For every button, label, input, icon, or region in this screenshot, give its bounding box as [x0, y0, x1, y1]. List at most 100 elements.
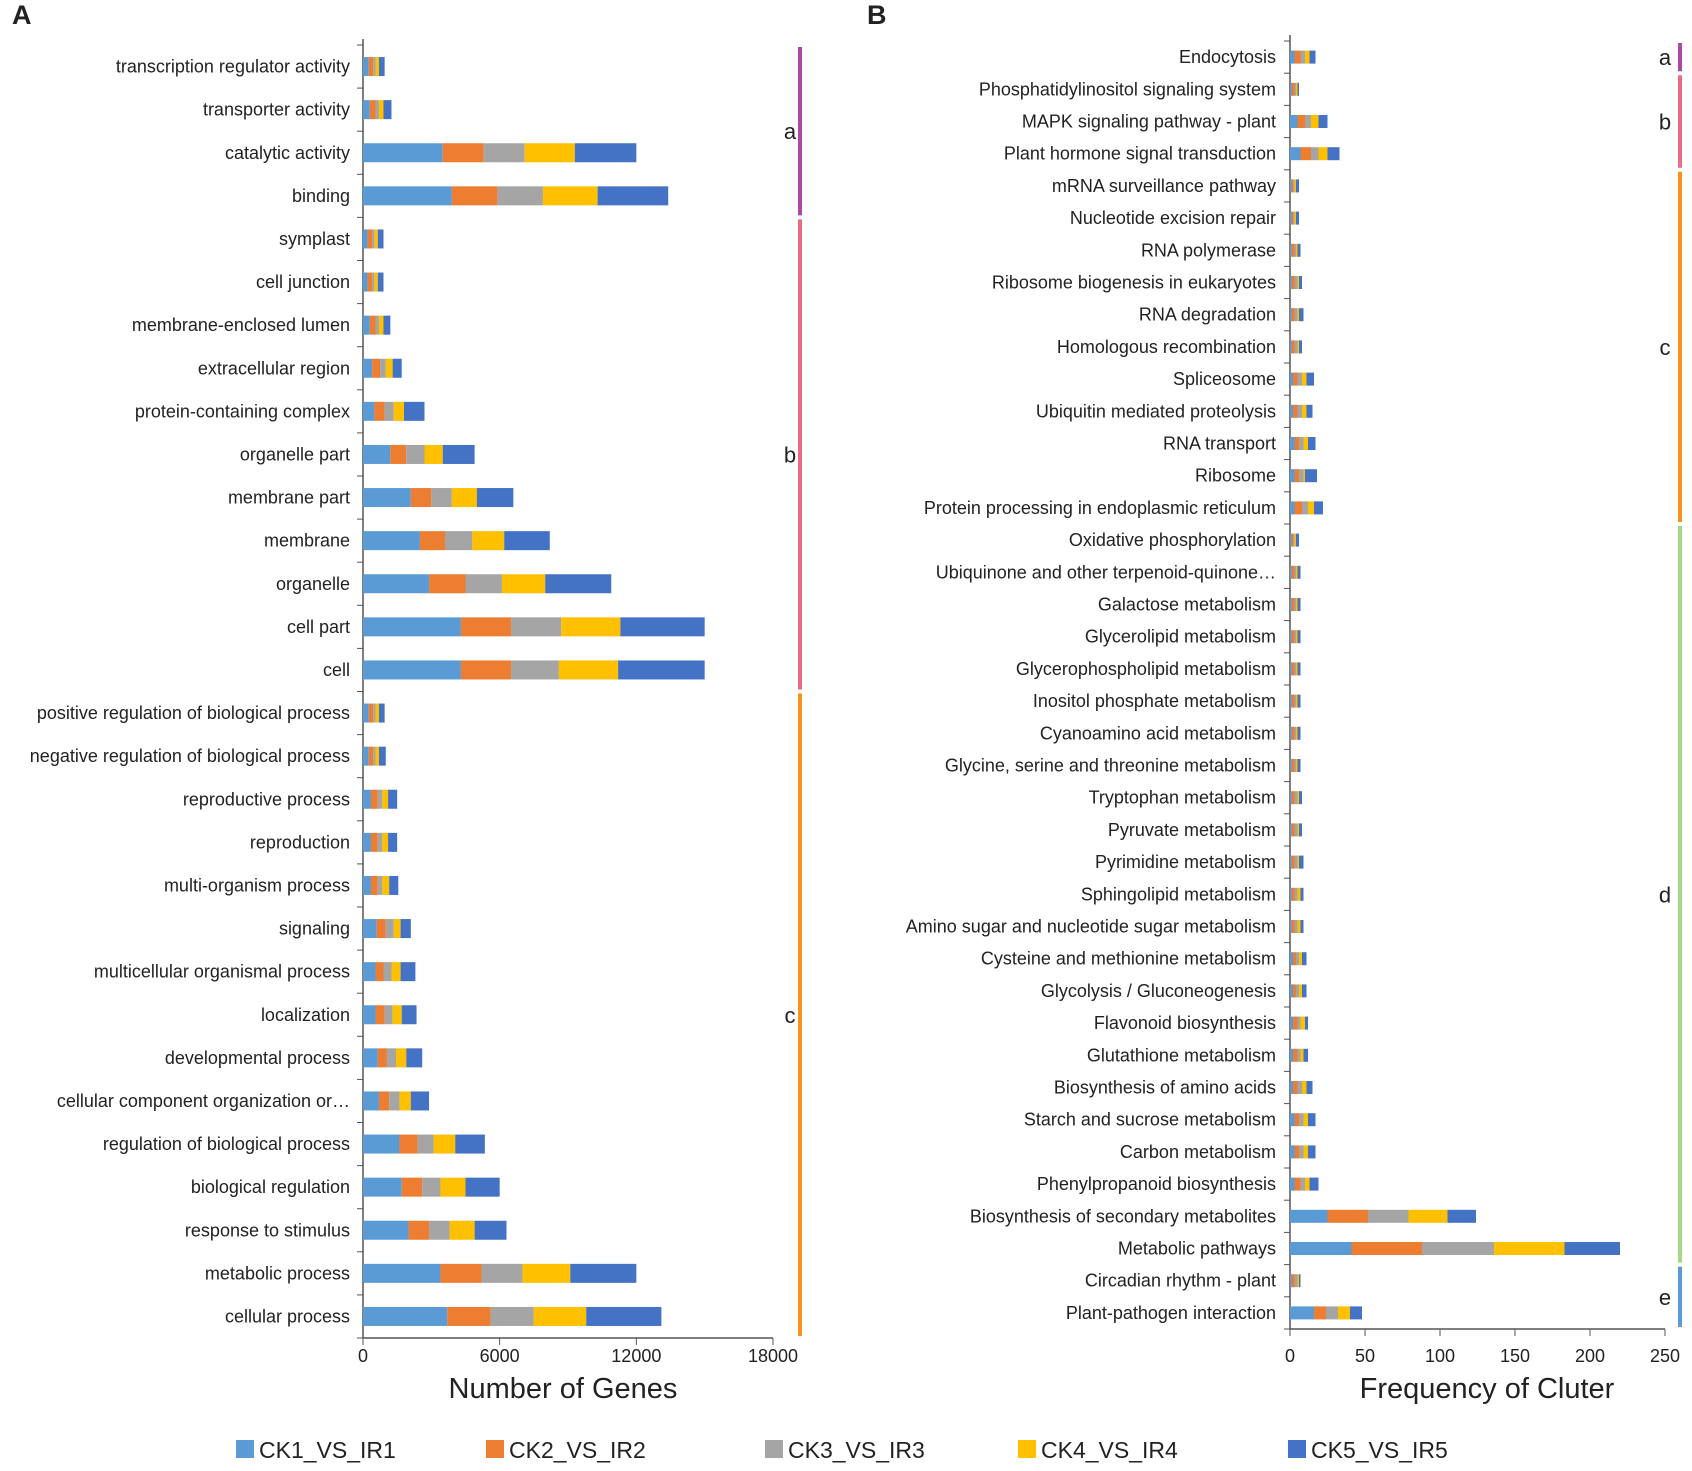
panel-a-bar-segment: [386, 1048, 397, 1068]
panel-a-bar-segment: [433, 1134, 456, 1154]
panel-b-bar-segment: [1299, 855, 1304, 869]
panel-b-category-label: Endocytosis: [1179, 47, 1276, 67]
panel-b-bar-segment: [1305, 1016, 1308, 1030]
panel-a-bar-segment: [363, 875, 371, 895]
panel-a-bar-segment: [440, 1263, 482, 1283]
panel-b-bar-segment: [1294, 855, 1298, 869]
panel-a-bar-segment: [363, 789, 371, 809]
panel-a-bar-segment: [497, 186, 543, 206]
panel-a-bar-segment: [399, 1091, 411, 1111]
panel-a-bar-segment: [451, 488, 477, 508]
panel-b-bar-segment: [1300, 887, 1304, 901]
panel-b-bar-segment: [1290, 598, 1292, 611]
panel-b-bar-segment: [1296, 598, 1298, 611]
panel-a-bar-segment: [373, 746, 376, 766]
panel-a-bar-segment: [476, 488, 514, 508]
panel-a-bar-segment: [524, 143, 575, 163]
panel-a-bar-segment: [597, 186, 669, 206]
panel-b-bar-segment: [1294, 501, 1302, 515]
panel-b-bar-segment: [1291, 726, 1295, 740]
panel-b-bar-segment: [1311, 115, 1319, 128]
panel-a-bar-segment: [460, 660, 512, 680]
panel-b-bar-segment: [1318, 115, 1328, 128]
panel-a-category-label: membrane-enclosed lumen: [132, 315, 350, 335]
panel-b-bar-segment: [1291, 598, 1295, 611]
panel-a-category-label: cell part: [287, 617, 350, 637]
panel-b-bar-segment: [1297, 82, 1299, 96]
panel-b-bar-segment: [1318, 147, 1328, 161]
panel-a-bar-segment: [429, 1220, 450, 1240]
panel-b-bar-segment: [1293, 404, 1298, 418]
panel-b-bar-segment: [1294, 308, 1298, 322]
panel-b-bar-segment: [1296, 694, 1298, 708]
panel-a-bar-segment: [363, 100, 370, 120]
panel-b-bar-segment: [1290, 1242, 1352, 1255]
panel-a-bar-segment: [390, 444, 407, 464]
panel-b-bar-segment: [1294, 920, 1298, 933]
panel-b-bar-segment: [1294, 179, 1296, 193]
panel-a-bar-segment: [401, 1005, 417, 1025]
panel-a-bar-segment: [378, 100, 384, 120]
panel-a-bar-segment: [385, 358, 393, 378]
panel-b-bar-segment: [1294, 1113, 1299, 1127]
panel-a-bar-segment: [368, 746, 374, 766]
panel-b-bar-segment: [1326, 1306, 1338, 1320]
panel-a-bar-segment: [511, 617, 562, 637]
panel-a-category-label: biological regulation: [191, 1177, 350, 1197]
panel-a-bar-segment: [406, 444, 425, 464]
panel-a-category-label: transporter activity: [203, 100, 350, 120]
panel-a-x-tick-label: 0: [358, 1346, 368, 1366]
legend-label: CK3_VS_IR3: [788, 1437, 925, 1463]
panel-b-category-label: mRNA surveillance pathway: [1052, 176, 1276, 196]
panel-a-bar-segment: [392, 1005, 402, 1025]
panel-b-bar-segment: [1294, 340, 1298, 354]
panel-a-bar-segment: [431, 488, 452, 508]
panel-a-bar-segment: [377, 1048, 387, 1068]
panel-b-bar-segment: [1293, 1016, 1298, 1030]
panel-a-category-label: extracellular region: [198, 358, 350, 378]
panel-a-bar-segment: [375, 1005, 385, 1025]
panel-a-bar-segment: [383, 100, 392, 120]
panel-a-category-label: cell: [323, 660, 350, 680]
panel-b-category-label: Pyruvate metabolism: [1108, 820, 1276, 840]
panel-a-category-label: reproduction: [250, 832, 350, 852]
panel-a-bar-segment: [393, 919, 401, 939]
panel-b-bar-segment: [1293, 984, 1296, 998]
panel-b-bar-segment: [1299, 984, 1302, 998]
panel-a-bar-segment: [419, 531, 445, 551]
panel-b-bar-segment: [1294, 791, 1298, 805]
panel-a-bar-segment: [382, 832, 389, 852]
legend-label: CK5_VS_IR5: [1311, 1437, 1448, 1463]
panel-b-category-label: Metabolic pathways: [1118, 1239, 1276, 1259]
panel-b-category-label: RNA polymerase: [1141, 240, 1276, 260]
panel-b-bar-segment: [1294, 1274, 1298, 1288]
panel-b-x-tick-label: 250: [1650, 1346, 1680, 1366]
panel-b-bar-segment: [1291, 243, 1295, 257]
panel-a-bar-segment: [372, 358, 381, 378]
panel-b-bar-segment: [1294, 694, 1296, 708]
panel-b-bar-segment: [1351, 1242, 1422, 1255]
panel-b-group-label: e: [1659, 1285, 1671, 1310]
panel-a-category-label: binding: [292, 186, 350, 206]
panel-b-bar-segment: [1290, 1081, 1293, 1094]
panel-a-bar-segment: [465, 574, 502, 594]
panel-b-bar-segment: [1294, 50, 1301, 64]
panel-b-category-label: Ribosome: [1195, 466, 1276, 486]
panel-a-bar-segment: [363, 746, 369, 766]
panel-b-x-tick-label: 100: [1425, 1346, 1455, 1366]
panel-b-bar-segment: [1296, 533, 1299, 547]
panel-b-bar-segment: [1306, 404, 1313, 418]
panel-a-bar-segment: [504, 531, 550, 551]
panel-a-category-label: organelle part: [240, 444, 350, 464]
panel-a-category-label: negative regulation of biological proces…: [30, 746, 350, 766]
panel-a-bar-segment: [378, 1091, 390, 1111]
panel-b-bar-segment: [1290, 372, 1293, 386]
panel-b-letter: B: [867, 0, 887, 30]
panel-a-bar-segment: [388, 832, 398, 852]
panel-b-bar-segment: [1308, 1145, 1316, 1159]
panel-a-bar-segment: [375, 962, 384, 982]
panel-a-category-label: cellular component organization or…: [57, 1091, 350, 1111]
panel-b-bar-segment: [1300, 920, 1304, 933]
panel-b-bar-segment: [1297, 308, 1299, 322]
panel-a-x-axis-title: Number of Genes: [449, 1373, 678, 1405]
